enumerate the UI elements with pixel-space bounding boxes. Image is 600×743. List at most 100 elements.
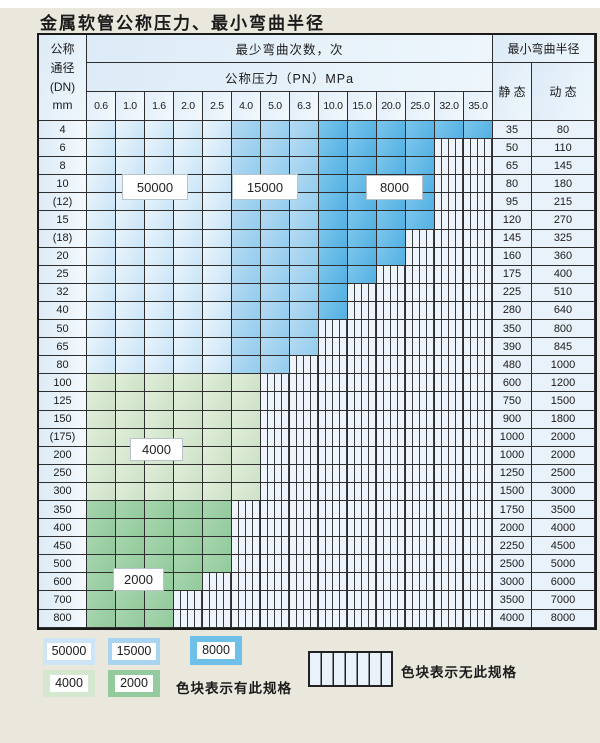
dn-column-header: 公称 通径 (DN) mm [39,35,87,121]
hatch-cell [435,338,464,357]
static-value-cell: 2500 [493,555,532,574]
dn-header-line: 通径 [50,60,75,75]
hatch-cell [377,283,406,302]
legend-swatch-50000: 50000 [43,638,95,665]
spec-cell [261,139,290,158]
spec-cell [87,265,116,284]
spec-cell [145,537,174,556]
dynamic-value-cell: 2000 [532,446,595,465]
hatch-cell [464,428,493,447]
hatch-cell [435,374,464,393]
hatch-cell [348,573,377,592]
hatch-cell [261,374,290,393]
dynamic-value-cell: 1200 [532,374,595,393]
hatch-cell [406,609,435,628]
hatch-cell [319,573,348,592]
static-value-cell: 80 [493,175,532,194]
static-value-cell: 390 [493,338,532,357]
spec-cell [232,392,261,411]
spec-cell [174,338,203,357]
spec-cell [203,175,232,194]
hatch-cell [464,175,493,194]
spec-cell [290,121,319,140]
spec-cell [87,356,116,375]
spec-cell [174,320,203,339]
spec-cell [348,157,377,176]
hatch-cell [377,374,406,393]
static-value-cell: 160 [493,247,532,266]
spec-cell [319,121,348,140]
spec-cell [174,139,203,158]
spec-cell [116,500,145,520]
hatch-cell [261,464,290,483]
spec-cell [290,193,319,212]
spec-cell [377,139,406,158]
hatch-cell [348,338,377,357]
hatch-cell [377,519,406,538]
hatch-cell [406,537,435,556]
dynamic-value-cell: 1500 [532,392,595,411]
spec-cell [174,247,203,266]
row-dn-label: 800 [39,609,87,628]
spec-cell [319,229,348,248]
hatch-cell [319,537,348,556]
spec-cell [174,537,203,556]
spec-cell [116,229,145,248]
hatch-cell [232,591,261,610]
legend-hatch-swatch [308,651,393,687]
spec-cell [174,500,203,520]
hatch-cell [464,338,493,357]
hatch-cell [464,193,493,212]
spec-cell [232,139,261,158]
hatch-cell [377,500,406,520]
spec-cell [290,338,319,357]
hatch-cell [261,446,290,465]
hatch-cell [435,265,464,284]
hatch-cell [377,320,406,339]
hatch-cell [406,320,435,339]
hatch-cell [377,356,406,375]
hatch-cell [261,537,290,556]
spec-cell [319,301,348,321]
hatch-cell [464,139,493,158]
spec-cell [145,609,174,628]
dn-header-line: mm [52,98,73,113]
hatch-cell [290,356,319,375]
hatch-cell [435,609,464,628]
hatch-cell [319,428,348,447]
row-dn-label: 4 [39,121,87,140]
dynamic-value-cell: 2500 [532,464,595,483]
spec-cell [319,175,348,194]
spec-cell [232,482,261,501]
hatch-cell [290,428,319,447]
static-header: 静 态 [493,63,532,121]
table-label-2000: 2000 [114,569,163,590]
spec-cell [348,121,377,140]
spec-cell [116,609,145,628]
dynamic-header: 动 态 [532,63,595,121]
spec-cell [406,121,435,140]
pressure-col-header: 1.6 [145,92,174,121]
hatch-cell [435,410,464,429]
hatch-cell [464,537,493,556]
legend-swatch-15000: 15000 [108,638,160,665]
spec-cell [87,482,116,501]
hatch-cell [377,555,406,574]
spec-cell [232,229,261,248]
spec-cell [116,356,145,375]
hatch-cell [232,609,261,628]
row-dn-label: 125 [39,392,87,411]
spec-cell [174,519,203,538]
hatch-cell [319,410,348,429]
hatch-cell [377,482,406,501]
legend-swatch-label: 2000 [115,675,153,692]
hatch-cell [464,555,493,574]
row-dn-label: 10 [39,175,87,194]
dynamic-value-cell: 2000 [532,428,595,447]
hatch-cell [464,356,493,375]
spec-cell [87,519,116,538]
spec-cell [145,392,174,411]
row-dn-label: 700 [39,591,87,610]
spec-cell [174,283,203,302]
hatch-cell [261,609,290,628]
